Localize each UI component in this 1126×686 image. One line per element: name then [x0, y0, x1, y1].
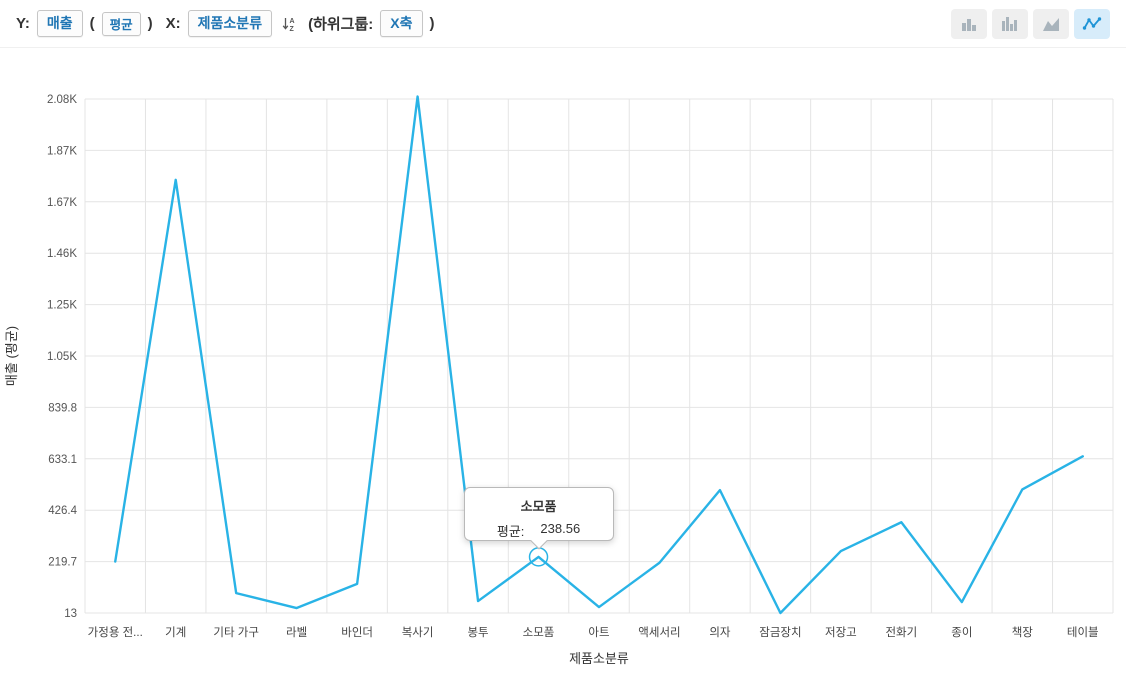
x-tick-label: 봉투 [467, 626, 488, 639]
chart-type-switcher [951, 8, 1110, 39]
svg-text:Z: Z [290, 26, 295, 32]
x-axis-title: 제품소분류 [569, 651, 629, 666]
y-tick-label: 839.8 [48, 402, 77, 414]
area-chart-icon [1043, 17, 1059, 31]
toolbar: Y: 매출 ( 평균 ) X: 제품소분류 A Z (하위그룹: X축 ) [0, 0, 1126, 48]
y-axis-title: 매출 (평균) [4, 326, 19, 386]
y-tick-label: 1.05K [47, 351, 77, 363]
subgroup-prefix: (하위그룹: [308, 16, 374, 33]
x-tick-label: 소모품 [523, 626, 555, 639]
y-tick-label: 426.4 [48, 505, 77, 517]
axis-config-bar: Y: 매출 ( 평균 ) X: 제품소분류 A Z (하위그룹: X축 ) [16, 10, 435, 37]
tooltip-measure-label: 평균: [496, 523, 525, 539]
x-tick-label: 테이블 [1067, 626, 1099, 639]
tooltip-row: 평균: 238.56 [465, 521, 613, 540]
x-tick-label: 종이 [951, 626, 972, 639]
svg-text:A: A [290, 18, 295, 25]
x-tick-label: 전화기 [885, 626, 917, 639]
tooltip-value: 238.56 [540, 520, 581, 536]
y-tick-label: 1.67K [47, 197, 77, 209]
sort-az-icon: A Z [282, 17, 295, 32]
line-chart-icon [1082, 16, 1102, 30]
column-chart-icon [1002, 16, 1017, 31]
x-tick-label: 책장 [1012, 625, 1034, 639]
y-axis-label: Y: [16, 15, 30, 32]
y-tick-label: 1.46K [47, 248, 77, 260]
y-tick-label: 1.25K [47, 300, 77, 312]
subgroup-suffix: ) [429, 15, 435, 32]
x-tick-label: 잠금장치 [759, 626, 801, 639]
line-chart-button[interactable] [1074, 8, 1110, 39]
sort-az-button[interactable]: A Z [279, 14, 299, 34]
y-tick-label: 1.87K [47, 145, 77, 157]
x-tick-label: 기계 [165, 626, 186, 639]
x-tick-label: 의자 [709, 626, 731, 639]
bar-chart-button[interactable] [951, 8, 987, 39]
column-chart-button[interactable] [992, 8, 1028, 39]
y-aggregation-selector[interactable]: 평균 [101, 11, 141, 36]
x-tick-label: 액세서리 [638, 626, 680, 639]
tooltip: 소모품 평균: 238.56 [463, 486, 614, 550]
paren-open: ( [89, 15, 95, 32]
x-field-selector[interactable]: 제품소분류 [187, 10, 273, 37]
y-tick-label: 13 [64, 608, 77, 620]
x-axis-label: X: [165, 15, 181, 32]
x-tick-label: 복사기 [402, 626, 434, 639]
y-tick-label: 633.1 [48, 454, 77, 466]
paren-close: ) [147, 15, 153, 32]
x-tick-label: 기타 가구 [213, 626, 259, 639]
x-tick-label: 바인더 [341, 626, 373, 639]
tooltip-title: 소모품 [520, 498, 557, 514]
area-chart-button[interactable] [1033, 8, 1069, 39]
x-tick-label: 저장고 [825, 626, 857, 639]
x-tick-label: 라벨 [286, 626, 307, 639]
line-series[interactable] [114, 95, 1084, 615]
bar-chart-icon [962, 18, 976, 31]
y-tick-label: 219.7 [48, 557, 77, 569]
y-tick-label: 2.08K [47, 94, 77, 106]
x-tick-label: 가정용 전... [88, 626, 143, 639]
x-tick-label: 아트 [588, 626, 609, 639]
subgroup-selector[interactable]: X축 [380, 10, 423, 37]
y-field-selector[interactable]: 매출 [36, 10, 83, 37]
chart-area: 13 219.7 426.4 633.1 839.8 1.05K 1.25K 1.46K 1.6… [0, 48, 1126, 686]
line-chart: 13 219.7 426.4 633.1 839.8 1.05K 1.25K 1.46K 1.6… [4, 94, 1114, 666]
